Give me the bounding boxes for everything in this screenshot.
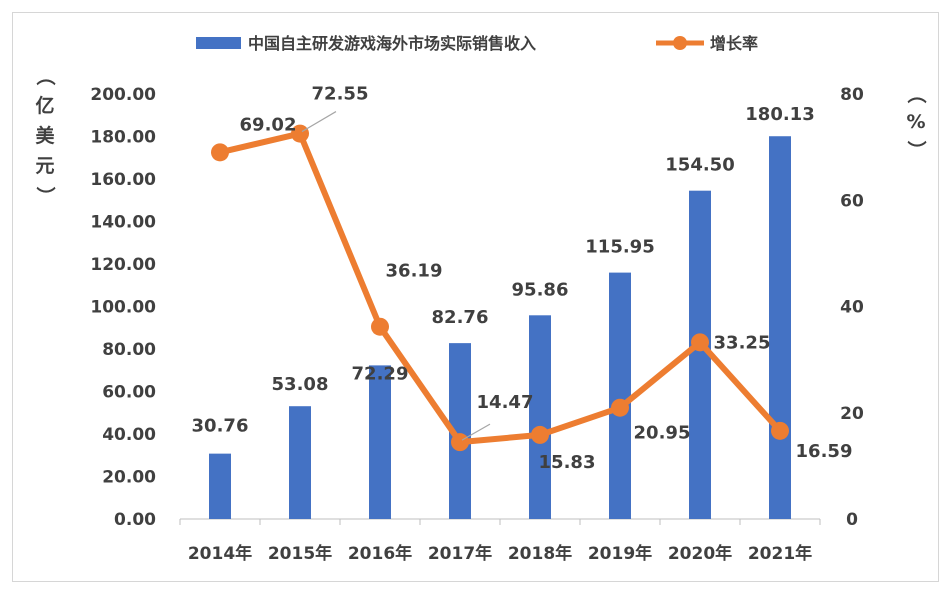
x-tick-label: 2018年 <box>508 543 572 564</box>
line-data-label: 14.47 <box>477 392 534 413</box>
line-data-label: 36.19 <box>386 261 443 282</box>
line-data-label: 72.55 <box>312 84 369 105</box>
left-axis-unit: （ 亿美元 ） <box>34 66 57 205</box>
y-left-tick-label: 120.00 <box>90 255 156 275</box>
x-tick-label: 2020年 <box>668 543 732 564</box>
line-marker <box>611 398 629 417</box>
left-axis-unit-char: 亿 <box>35 94 54 117</box>
x-tick-label: 2021年 <box>748 543 812 564</box>
bar <box>209 453 231 519</box>
left-axis-unit-char: 元 <box>35 155 54 177</box>
bar-data-label: 82.76 <box>432 307 489 328</box>
bar <box>529 315 551 519</box>
y-left-tick-label: 100.00 <box>90 298 156 318</box>
line-series <box>211 124 789 452</box>
y-left-tick-label: 140.00 <box>90 213 156 233</box>
right-axis-unit: （% ） <box>905 84 928 159</box>
line-data-label: 16.59 <box>796 441 853 462</box>
right-axis-unit-char: （ <box>905 84 928 103</box>
line-marker <box>371 317 389 336</box>
y-right-tick-label: 0 <box>846 510 858 530</box>
line-data-label: 15.83 <box>539 452 596 473</box>
legend-bar-label: 中国自主研发游戏海外市场实际销售收入 <box>248 34 536 53</box>
line-marker <box>771 421 789 440</box>
right-axis-unit-char: % <box>906 111 925 133</box>
legend-line-label: 增长率 <box>710 34 758 53</box>
line-data-label: 20.95 <box>634 423 691 444</box>
line-data-label: 69.02 <box>240 114 297 135</box>
line-marker <box>211 143 229 162</box>
x-tick-label: 2019年 <box>588 543 652 564</box>
bar <box>449 343 471 519</box>
bar <box>289 406 311 519</box>
label-leader-line <box>301 111 337 133</box>
line-marker <box>691 333 709 352</box>
y-left-tick-label: 180.00 <box>90 128 156 148</box>
bar-data-label: 30.76 <box>192 416 249 437</box>
x-tick-label: 2015年 <box>268 543 332 564</box>
bar-data-label: 154.50 <box>665 155 734 176</box>
x-tick-label: 2016年 <box>348 543 412 564</box>
y-left-tick-label: 160.00 <box>90 170 156 190</box>
chart-frame <box>12 12 939 582</box>
bar <box>689 190 711 519</box>
left-axis-unit-char: （ <box>34 66 57 85</box>
axes: 2014年 2015年 2016年 2017年 2018年 2019年 2020年 2021年… <box>90 85 864 564</box>
y-right-tick-label: 20 <box>840 404 864 424</box>
bar <box>369 365 391 519</box>
line-marker <box>451 433 469 452</box>
line-marker <box>531 425 549 444</box>
x-tick-label: 2014年 <box>188 543 252 564</box>
y-left-tick-label: 60.00 <box>102 383 156 403</box>
x-tick-label: 2017年 <box>428 543 492 564</box>
legend-bar-swatch <box>196 37 241 49</box>
data-labels: 30.76 53.08 72.29 82.76 95.86 115.95 154.50 180… <box>192 84 853 473</box>
bar-data-label: 180.13 <box>745 104 814 125</box>
line-marker <box>291 124 309 143</box>
bar-data-label: 95.86 <box>512 279 569 300</box>
legend: 中国自主研发游戏海外市场实际销售收入 增长率 <box>196 34 758 53</box>
y-right-tick-label: 40 <box>840 298 864 318</box>
line-data-label: 33.25 <box>714 332 771 353</box>
left-axis-unit-char: ） <box>34 186 57 205</box>
legend-line-marker <box>673 36 687 50</box>
y-left-tick-label: 0.00 <box>114 510 156 530</box>
y-right-tick-label: 60 <box>840 191 864 211</box>
bar-data-label: 115.95 <box>585 237 654 258</box>
bar-series <box>209 136 791 519</box>
y-left-tick-label: 200.00 <box>90 85 156 105</box>
y-right-tick-label: 80 <box>840 85 864 105</box>
bar <box>609 272 631 519</box>
right-axis-unit-char: ） <box>905 140 928 159</box>
bar <box>769 136 791 519</box>
growth-line <box>219 130 783 446</box>
left-axis-unit-char: 美 <box>35 124 55 147</box>
bar-data-label: 53.08 <box>272 374 329 395</box>
label-leader-line <box>461 423 491 441</box>
y-left-tick-label: 20.00 <box>102 468 156 488</box>
bar-data-label: 72.29 <box>352 363 409 384</box>
y-left-tick-label: 40.00 <box>102 425 156 445</box>
y-left-tick-label: 80.00 <box>102 340 156 360</box>
